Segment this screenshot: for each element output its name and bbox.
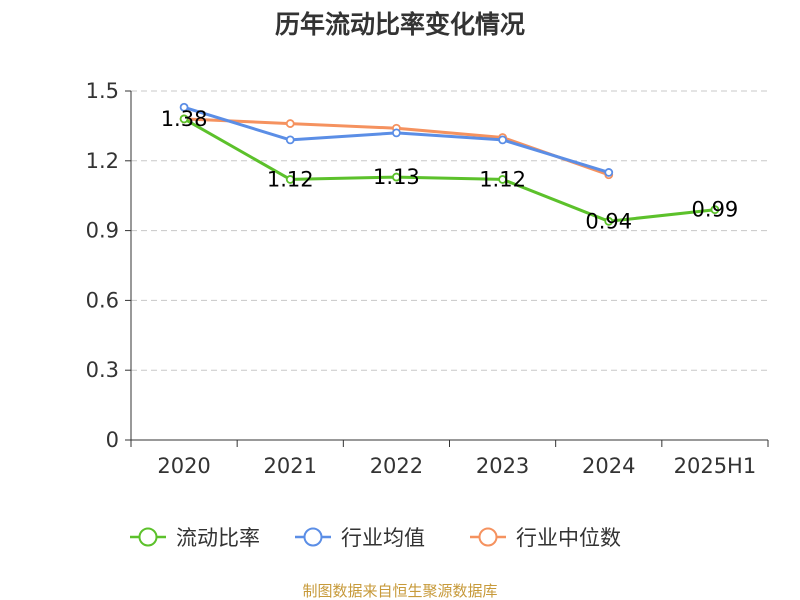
y-tick-label: 0.3 [86, 358, 119, 382]
data-point[interactable] [285, 119, 295, 128]
x-tick-label: 2022 [370, 454, 423, 478]
data-label: 0.99 [692, 198, 739, 222]
source-note: 制图数据来自恒生聚源数据库 [302, 582, 497, 600]
data-point[interactable] [710, 205, 720, 215]
chart-title: 历年流动比率变化情况 [275, 10, 525, 39]
series-line-1 [183, 105, 610, 174]
data-point[interactable] [498, 175, 507, 184]
data-point[interactable] [604, 168, 614, 177]
data-label: 0.94 [585, 209, 632, 233]
legend-item-2[interactable]: 行业中位数 [470, 526, 621, 550]
grid-lines [131, 90, 768, 371]
y-tick-label: 0 [106, 428, 119, 452]
legend[interactable]: 流动比率 行业均值 行业中位数 [130, 526, 621, 550]
legend-item-0[interactable]: 流动比率 [130, 526, 260, 550]
data-point[interactable] [392, 172, 401, 182]
x-tick-label: 2021 [264, 454, 317, 478]
data-label: 1.38 [161, 107, 208, 131]
x-tick-label: 2025H1 [674, 454, 757, 478]
legend-label: 行业中位数 [516, 526, 621, 550]
legend-item-1[interactable]: 行业均值 [295, 526, 425, 550]
data-point[interactable] [285, 175, 295, 184]
data-label: 1.12 [267, 167, 314, 191]
y-tick-label: 0.6 [86, 288, 119, 312]
x-tick-label: 2024 [582, 454, 635, 478]
data-point[interactable] [179, 102, 189, 112]
legend-marker [303, 527, 323, 547]
data-point[interactable] [392, 128, 401, 138]
x-tick-label: 2023 [476, 454, 529, 478]
axes: 0 0.3 0.6 0.9 1.2 1.5 2020 2021 2022 2023 2024 2025… [86, 79, 769, 478]
x-tick-label: 2020 [157, 454, 210, 478]
data-point[interactable] [498, 135, 507, 145]
legend-marker [138, 527, 158, 547]
series-line-0 [183, 117, 716, 223]
y-tick-label: 1.2 [86, 149, 119, 173]
legend-label: 行业均值 [341, 526, 425, 550]
data-point[interactable] [285, 135, 295, 145]
data-label: 1.12 [479, 167, 526, 191]
data-label: 1.13 [373, 165, 420, 189]
plot-area: 1.38 1.12 1.13 1.12 0.94 0.99 [161, 102, 739, 233]
data-point[interactable] [179, 114, 189, 124]
data-point[interactable] [604, 216, 614, 226]
legend-marker [478, 527, 498, 547]
y-tick-label: 0.9 [86, 219, 119, 243]
legend-label: 流动比率 [176, 526, 260, 550]
y-tick-label: 1.5 [86, 79, 119, 103]
